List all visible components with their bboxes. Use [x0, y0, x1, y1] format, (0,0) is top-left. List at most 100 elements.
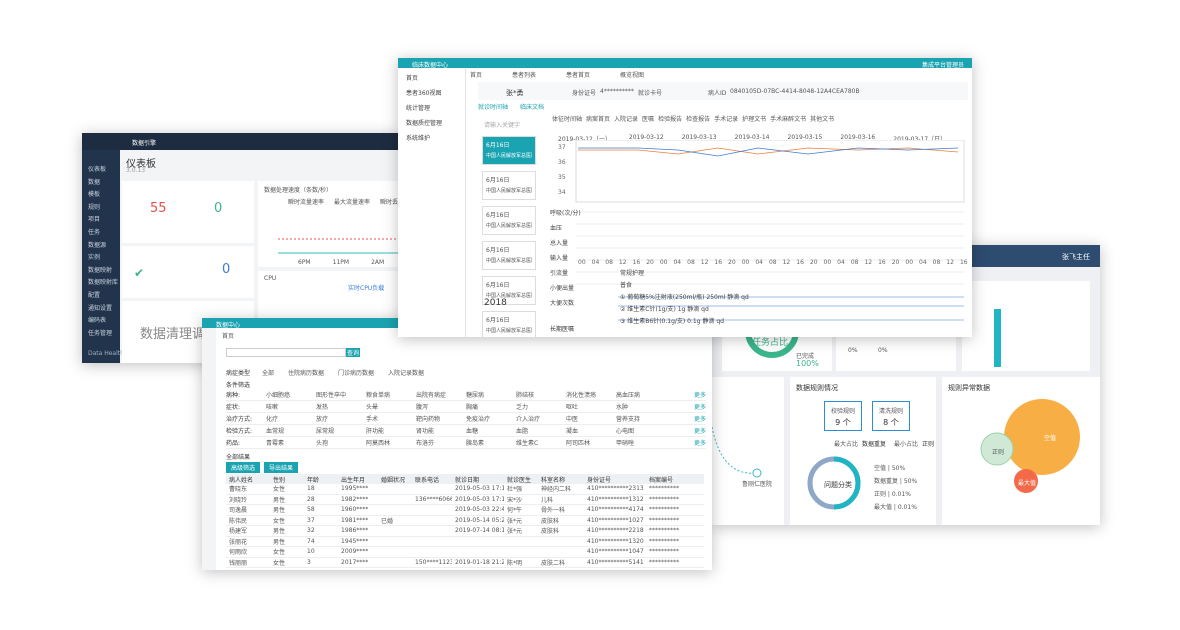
chart-plot [278, 238, 398, 254]
cell: 已婚 [381, 517, 394, 525]
filter-cell: 腹泻 [416, 404, 429, 411]
more-link: 更多 [693, 428, 706, 435]
problem-donut [807, 456, 861, 510]
card-label: 就诊卡号 [638, 90, 663, 97]
filter-cell: 胸痛 [466, 404, 479, 411]
hour: 12 [782, 259, 791, 266]
row-label: 呼吸(次/分) [550, 210, 581, 217]
cell: 2009**** [341, 548, 369, 556]
cell: 37 [307, 516, 315, 524]
filter-option: 全部 [262, 370, 275, 377]
search-button[interactable]: 查询 [346, 348, 360, 357]
timeline-note: 中国人民解放军总医院 [486, 188, 532, 194]
anomaly-card: 规则异常数据 空值 正则 最大值 [942, 377, 1100, 525]
timeline-note: 中国人民解放军总医院 [486, 293, 532, 299]
cell: 410**********1027 [587, 516, 644, 524]
menu-item: 实例 [88, 254, 101, 262]
timeline-date: 6月16日 [486, 177, 510, 184]
cell: 2019-05-14 05:22:11 [455, 516, 504, 524]
timeline-card: 6月16日 中国人民解放军总医院 [482, 136, 536, 165]
section-title: 全部结果 [226, 454, 251, 461]
menu-item: 数据源 [88, 241, 107, 249]
filter-row: 药品: 青霉素 头孢 阿莫西林 布洛芬 胰岛素 维生素C 阿司匹林 甲硝唑 更多 [226, 437, 706, 449]
page-title: 仪表板 [126, 159, 156, 170]
search[interactable]: 请输入关键字 [484, 122, 521, 129]
cell: 女性 [273, 559, 286, 567]
hour: 00 [578, 259, 586, 266]
filter-cell: 检验方式: [226, 428, 253, 435]
cell: 神经内二科 [541, 486, 572, 494]
menu-item: 编码表 [88, 317, 107, 325]
filter-row: 检验方式: 血常规 尿常规 肝功能 肾功能 血糖 血脂 凝血 心电图 更多 [226, 425, 706, 437]
filter-cell: 尿常规 [316, 428, 335, 435]
chart-tab: 检验报告 [658, 116, 683, 123]
count: 8 个 [883, 418, 899, 427]
tab: 患者首页 [566, 72, 591, 79]
header-cell: 档案编号 [649, 476, 674, 484]
filter-cell: 药品: [226, 440, 241, 447]
order: 普食 [620, 282, 633, 289]
row-label: 大便次数 [550, 300, 575, 307]
chart-tab: 病案首页 [586, 116, 611, 123]
cell: 杜*强 [507, 486, 523, 494]
table-row: 钱丽丽 女性 3 2017**** 150****1123 2019-01-18 21:2… [226, 558, 704, 568]
timeline-note: 中国人民解放军总医院 [486, 258, 532, 264]
timeline-date: 6月16日 [486, 282, 510, 289]
header-cell: 性别 [273, 476, 286, 484]
filter-cell: 肝功能 [366, 428, 385, 435]
hour: 08 [850, 259, 859, 266]
filter-cell: 手术 [366, 416, 379, 423]
timeline-card: 6月16日中国人民解放军总医院 [482, 276, 536, 305]
hour: 20 [809, 259, 818, 266]
header-cell: 就诊日期 [455, 476, 480, 484]
filter-row: 症状: 咳嗽 发热 头晕 腹泻 胸痛 乏力 呕吐 水肿 更多 [226, 401, 706, 413]
cell: 2019-07-14 08:13:43 [455, 527, 504, 535]
cell: 136****6066 [415, 495, 452, 503]
more-link: 更多 [693, 392, 706, 399]
cell: 张丽花 [229, 538, 248, 546]
timeline: 6月16日 中国人民解放军总医院 6月16日 中国人民解放军总医院 6月16日 中国人民解… [482, 136, 536, 337]
pct: 0% [878, 347, 888, 354]
cell: 410**********1312 [587, 495, 644, 503]
y-label: 35 [558, 174, 566, 181]
header: 数据引擎 [82, 133, 400, 150]
menu-item: 通知设置 [88, 304, 113, 312]
subtab: 就诊时间轴 [478, 104, 509, 111]
menu-item: 项目 [88, 216, 101, 224]
hour: 08 [687, 259, 695, 266]
cell: 2019-05-03 17:10:26 [455, 485, 504, 493]
more-link: 更多 [693, 404, 706, 411]
filter-option: 门诊病历数据 [338, 370, 375, 377]
filter-cell: 阿莫西林 [366, 440, 391, 447]
bubble-label: 空值 [1044, 435, 1057, 442]
hour: 04 [755, 259, 763, 266]
filter-cell: 甲硝唑 [616, 440, 635, 447]
footer: Data Health [88, 350, 124, 357]
row-label: 输入量 [550, 255, 569, 262]
table-row: 司逸晨 男性 58 1960**** 2019-05-03 22:44:36何*午 骨外一… [226, 505, 704, 516]
cell: 2019-05-03 22:44:36 [455, 506, 504, 514]
filter-cell: 头孢 [316, 440, 329, 447]
sidebar: 仪表板 数据 模板 规则 项目 任务 数据源 实例 数据映射 数据映射库 配置 通知设置 编码表 任务管理… [82, 150, 124, 363]
menu-item: 数据映射库 [88, 279, 119, 287]
stat: 0 [222, 262, 231, 277]
cell: ********** [649, 506, 679, 514]
filter-cell: 咳嗽 [266, 404, 279, 411]
cell: 张*元 [507, 517, 523, 525]
filter-option: 住院病历数据 [288, 370, 325, 377]
hour: 20 [728, 259, 736, 266]
order: ③ 维生素B6针(0.1g/支) 0.1g 静滴 qd [620, 318, 724, 325]
hour: 16 [878, 259, 886, 266]
section-title: 条件筛选 [226, 382, 251, 389]
filter-cell: 消化性溃疡 [566, 392, 597, 399]
query-window: 数据中心 首页 查询 病症类型 全部 住院病历数据 门诊病历数据 入院记录数据 条件筛… [202, 318, 712, 570]
bubble-label: 正则 [992, 449, 1005, 456]
done-pct: 100% [796, 359, 819, 368]
search-box[interactable] [226, 348, 346, 357]
legend-item: 瞬时丢弃速率 [380, 199, 400, 206]
hour: 08 [932, 259, 941, 266]
subtab: 临床文档 [520, 104, 545, 111]
table-row: 曹晓东 女性 18 1995**** 2019-05-03 17:10:26杜*强 神经内… [226, 484, 704, 495]
stat-card: ✔ 0 [122, 246, 254, 298]
